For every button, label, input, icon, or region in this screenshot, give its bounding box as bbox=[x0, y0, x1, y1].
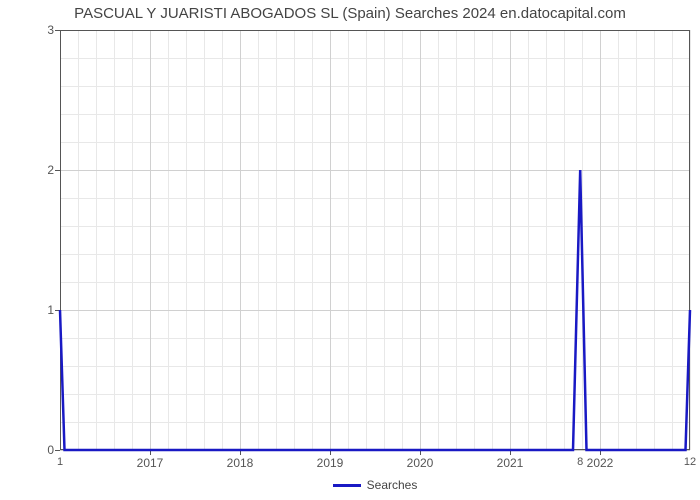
x-tick-label: 2020 bbox=[407, 456, 434, 470]
legend: Searches bbox=[60, 478, 690, 492]
chart-title: PASCUAL Y JUARISTI ABOGADOS SL (Spain) S… bbox=[0, 5, 700, 22]
y-tick-label: 1 bbox=[32, 303, 54, 317]
point-label: 12 bbox=[684, 456, 696, 468]
legend-label: Searches bbox=[367, 478, 418, 492]
plot-area: 01232017201820192020202120221812 bbox=[60, 30, 690, 450]
x-tick-label: 2018 bbox=[227, 456, 254, 470]
y-tick-label: 3 bbox=[32, 23, 54, 37]
y-tick-label: 2 bbox=[32, 163, 54, 177]
x-tick-label: 2021 bbox=[497, 456, 524, 470]
searches-line bbox=[60, 30, 690, 450]
y-tick-label: 0 bbox=[32, 443, 54, 457]
point-label: 8 bbox=[577, 456, 583, 468]
x-tick-label: 2022 bbox=[587, 456, 614, 470]
x-tick-label: 2019 bbox=[317, 456, 344, 470]
x-tick-label: 2017 bbox=[137, 456, 164, 470]
point-label: 1 bbox=[57, 456, 63, 468]
legend-swatch bbox=[333, 484, 361, 487]
